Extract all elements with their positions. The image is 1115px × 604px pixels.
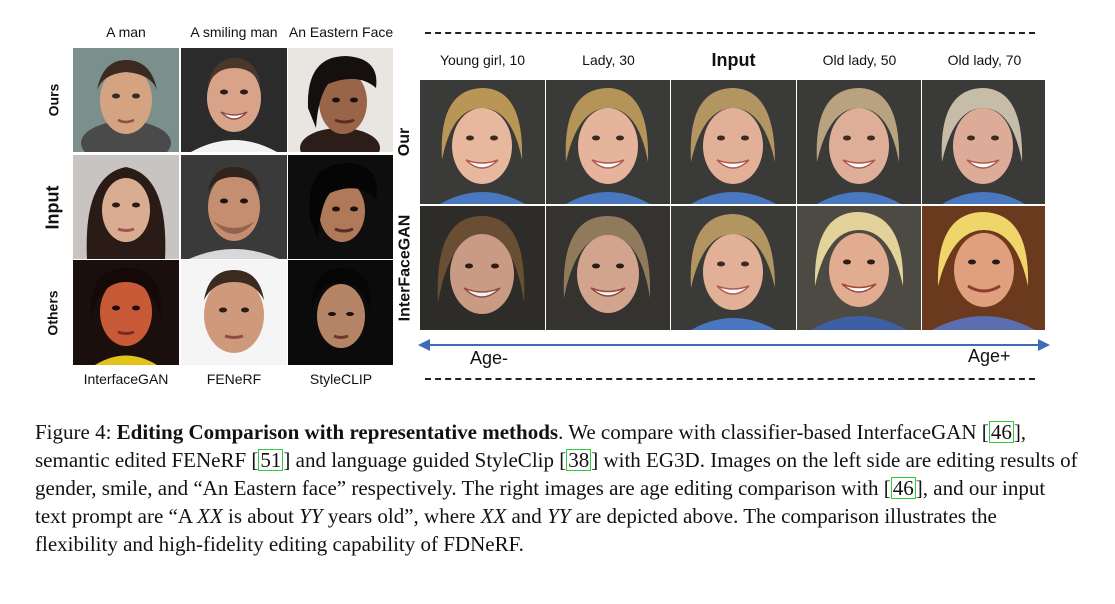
column-label-smiling-man: A smiling man [190, 24, 278, 40]
citation-link[interactable]: 46 [890, 476, 916, 500]
face-image-input-man [181, 155, 287, 259]
caption-title: Editing Comparison with representative m… [116, 420, 559, 444]
row-label-input: Input [42, 185, 63, 229]
row-label-ours: Ours [45, 83, 61, 117]
face-image-input-eastern [288, 155, 393, 259]
age-label-input: Input [711, 50, 756, 70]
age-image-our-input [671, 80, 796, 204]
figure-caption: Figure 4: Editing Comparison with repres… [35, 420, 1078, 556]
top-dashed-line [425, 32, 1035, 34]
citation-link[interactable]: 51 [258, 448, 284, 472]
row-label-our: Our [395, 127, 413, 157]
method-label-interfacegan: InterfaceGAN [83, 371, 169, 387]
face-image-ours-smiling-man [181, 48, 287, 152]
arrow-left-icon [418, 339, 430, 351]
age-image-our-70 [922, 80, 1045, 204]
figure-label: Figure 4: [35, 420, 112, 444]
citation-link[interactable]: 38 [566, 448, 592, 472]
method-label-fenerf: FENeRF [206, 371, 262, 387]
age-image-interfacegan-50 [797, 206, 921, 330]
face-image-others-styleclip [288, 260, 393, 365]
age-image-interfacegan-10 [420, 206, 545, 330]
face-image-others-interfacegan [73, 260, 179, 365]
age-image-interfacegan-70 [922, 206, 1045, 330]
age-image-our-30 [546, 80, 670, 204]
age-plus-label: Age+ [968, 346, 1011, 366]
age-minus-label: Age- [470, 348, 509, 368]
age-label-lady-30: Lady, 30 [582, 52, 635, 68]
age-axis-arrow [428, 344, 1040, 346]
age-label-young-girl: Young girl, 10 [439, 52, 526, 68]
citation-link[interactable]: 46 [988, 420, 1014, 444]
age-image-interfacegan-30 [546, 206, 670, 330]
age-label-old-lady-50: Old lady, 50 [822, 52, 897, 68]
age-image-interfacegan-input [671, 206, 796, 330]
column-label-man: A man [106, 24, 146, 40]
method-label-styleclip: StyleCLIP [309, 371, 373, 387]
row-label-interfacegan: InterFaceGAN [396, 214, 414, 322]
face-image-input-woman [73, 155, 179, 259]
face-image-ours-man [73, 48, 179, 152]
column-label-eastern-face: An Eastern Face [288, 24, 394, 40]
age-image-our-50 [797, 80, 921, 204]
face-image-ours-eastern-face [288, 48, 393, 152]
row-label-others: Others [45, 289, 61, 336]
age-image-our-10 [420, 80, 545, 204]
arrow-right-icon [1038, 339, 1050, 351]
face-image-others-fenerf [181, 260, 287, 365]
bottom-dashed-line [425, 378, 1035, 380]
age-label-old-lady-70: Old lady, 70 [947, 52, 1022, 68]
